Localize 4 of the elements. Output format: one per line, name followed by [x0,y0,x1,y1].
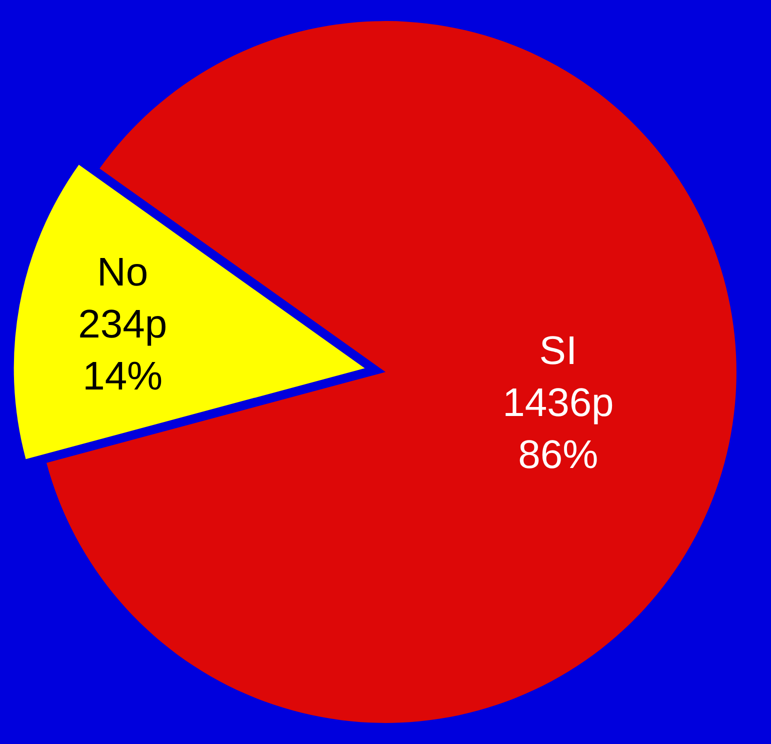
data-label: 1436p 86% [502,381,614,478]
slice-label: No [97,250,148,295]
data-label: 234p 14% [78,302,168,399]
slice-label: SI [539,329,578,374]
